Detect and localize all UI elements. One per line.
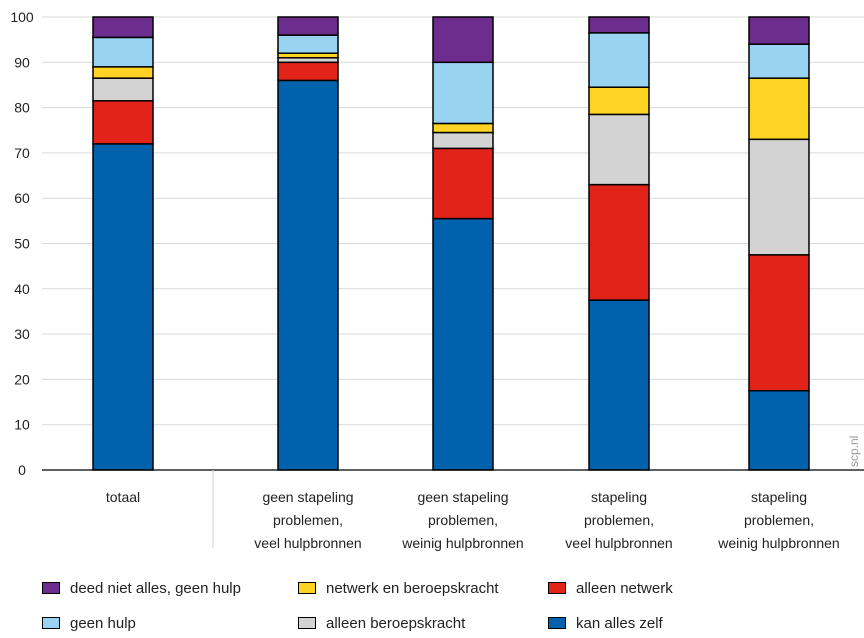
bar-segment xyxy=(92,16,154,39)
legend-label: geen hulp xyxy=(70,614,136,632)
x-category-label: problemen, xyxy=(584,512,654,528)
y-tick-label: 100 xyxy=(10,9,34,25)
bar-segment xyxy=(748,138,810,256)
bar-segment xyxy=(432,16,494,64)
bar-segment xyxy=(588,32,650,88)
bar-segment xyxy=(92,36,154,68)
legend-item: alleen netwerk xyxy=(548,578,673,598)
x-axis: totaal geen stapeling problemen, veel hulpb… xyxy=(42,469,864,551)
legend-swatch xyxy=(42,582,60,594)
x-category-label: stapeling xyxy=(591,489,647,505)
bar-segment xyxy=(92,77,154,102)
y-tick-label: 30 xyxy=(14,326,30,342)
stacked-bar-chart: 0 10 20 30 40 50 60 70 80 90 100 totaal geen stapel… xyxy=(10,9,864,551)
y-tick-label: 40 xyxy=(14,281,30,297)
legend-swatch xyxy=(548,617,566,629)
legend-item: netwerk en beroepskracht xyxy=(298,578,499,598)
y-tick-label: 0 xyxy=(18,462,26,478)
bar-segment xyxy=(277,16,339,36)
bar-segment xyxy=(588,183,650,301)
legend-swatch xyxy=(298,617,316,629)
bar-segment xyxy=(92,143,154,471)
legend-label: alleen netwerk xyxy=(576,579,673,597)
legend-label: kan alles zelf xyxy=(576,614,663,632)
bar-segment xyxy=(588,86,650,116)
bar-segment xyxy=(277,61,339,82)
y-tick-label: 80 xyxy=(14,100,30,116)
y-tick-label: 60 xyxy=(14,190,30,206)
legend-item: alleen beroepskracht xyxy=(298,613,465,633)
legend-label: netwerk en beroepskracht xyxy=(326,579,499,597)
bar-segment xyxy=(432,61,494,125)
x-category-label: weinig hulpbronnen xyxy=(717,535,839,551)
legend-item: deed niet alles, geen hulp xyxy=(42,578,241,598)
x-category-label: problemen, xyxy=(428,512,498,528)
legend-swatch xyxy=(42,617,60,629)
x-category-label: problemen, xyxy=(273,512,343,528)
y-axis: 0 10 20 30 40 50 60 70 80 90 100 xyxy=(10,9,34,478)
bar-segment xyxy=(748,77,810,141)
x-category-label: geen stapeling xyxy=(262,489,353,505)
bar-segment xyxy=(432,217,494,471)
bar-segment xyxy=(748,389,810,471)
legend-swatch xyxy=(548,582,566,594)
y-tick-label: 90 xyxy=(14,54,30,70)
bar-segment xyxy=(748,16,810,45)
bar-segment xyxy=(92,100,154,145)
bar-segment xyxy=(432,131,494,150)
y-tick-label: 50 xyxy=(14,236,30,252)
x-category-label: totaal xyxy=(106,489,140,505)
legend-label: alleen beroepskracht xyxy=(326,614,466,632)
bar-segment xyxy=(432,122,494,134)
x-category-label: stapeling xyxy=(751,489,807,505)
y-tick-label: 10 xyxy=(14,417,30,433)
bar-segment xyxy=(432,147,494,220)
bar-segment xyxy=(588,113,650,186)
bar-segment xyxy=(277,34,339,54)
bar-segment xyxy=(588,299,650,471)
legend-label: deed niet alles, geen hulp xyxy=(70,579,241,597)
legend-item: geen hulp xyxy=(42,613,136,633)
bar-segment xyxy=(748,254,810,392)
legend: deed niet alles, geen hulp netwerk en ber… xyxy=(42,578,842,634)
x-category-label: veel hulpbronnen xyxy=(254,535,361,551)
x-category-label: weinig hulpbronnen xyxy=(401,535,523,551)
legend-swatch xyxy=(298,582,316,594)
legend-item: kan alles zelf xyxy=(548,613,663,633)
bar-segment xyxy=(277,79,339,471)
y-tick-label: 70 xyxy=(14,145,30,161)
bar-segment xyxy=(588,16,650,34)
bar-stacks xyxy=(92,16,810,471)
x-category-label: problemen, xyxy=(744,512,814,528)
bar-segment xyxy=(92,66,154,79)
x-category-label: veel hulpbronnen xyxy=(565,535,672,551)
bar-segment xyxy=(748,43,810,79)
x-category-label: geen stapeling xyxy=(417,489,508,505)
y-tick-label: 20 xyxy=(14,371,30,387)
watermark: scp.nl xyxy=(847,436,861,467)
